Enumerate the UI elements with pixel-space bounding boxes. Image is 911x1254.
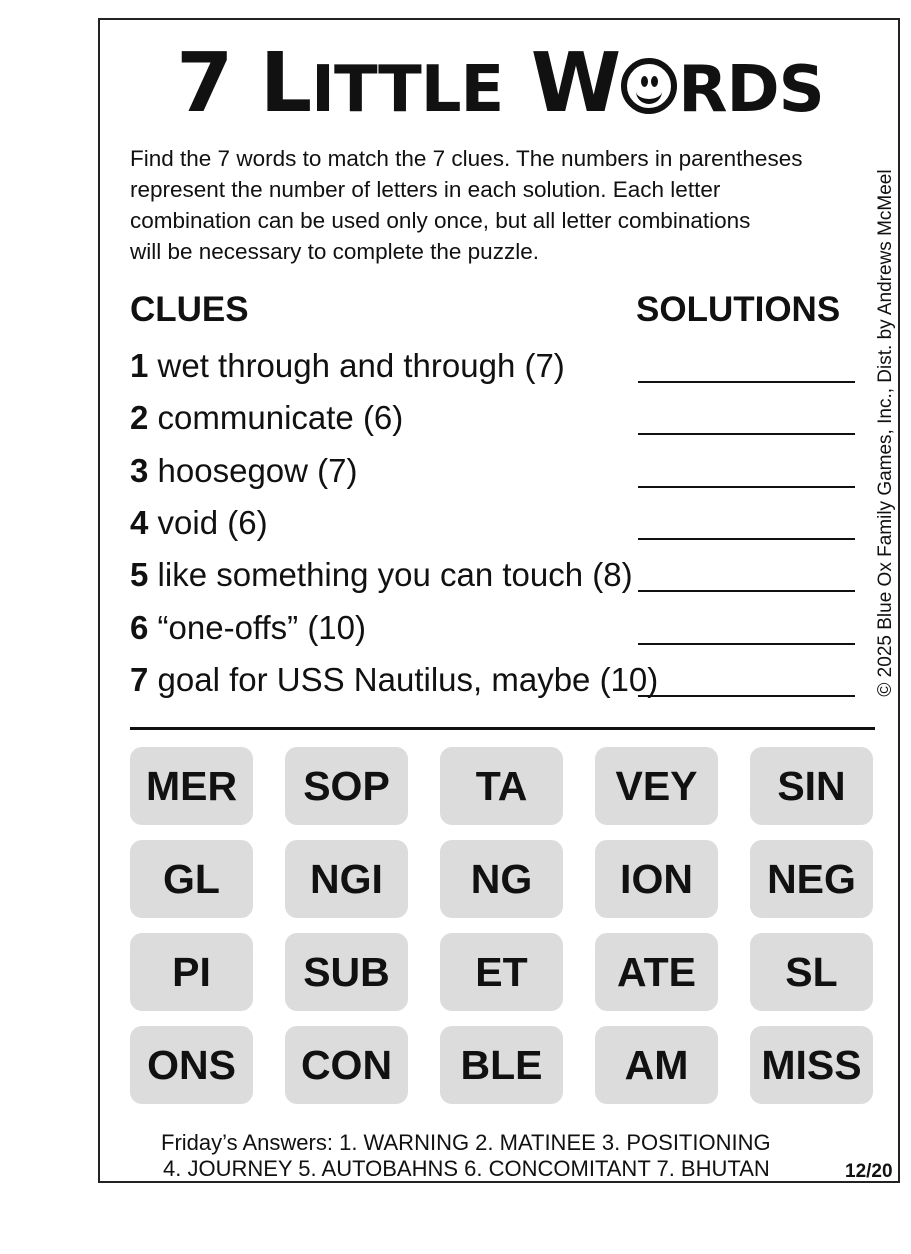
letter-tile[interactable]: PI [130, 933, 253, 1011]
clue-number: 5 [130, 556, 149, 594]
answers-line-1: Friday’s Answers: 1. WARNING 2. MATINEE … [161, 1130, 771, 1155]
letter-tile[interactable]: NG [440, 840, 563, 918]
puzzle-date: 12/20 [845, 1161, 893, 1182]
clues-header: CLUES [130, 290, 249, 329]
letter-tile[interactable]: TA [440, 747, 563, 825]
clue-text: goal for USS Nautilus, maybe (10) [148, 660, 659, 698]
clue-4: 4 void (6) [130, 503, 268, 543]
clue-number: 2 [130, 399, 149, 437]
puzzle-title: 7 LITTLE W RDS [176, 36, 824, 131]
instructions: Find the 7 words to match the 7 clues. T… [130, 146, 803, 264]
letter-tile[interactable]: SOP [285, 747, 408, 825]
letter-tile[interactable]: BLE [440, 1026, 563, 1104]
clue-text: like something you can touch (8) [148, 556, 633, 594]
clue-number: 1 [130, 347, 149, 384]
letter-tile[interactable]: CON [285, 1026, 408, 1104]
divider [130, 727, 875, 730]
letter-tile[interactable]: ONS [130, 1026, 253, 1104]
letter-tile[interactable]: MER [130, 747, 253, 825]
copyright-credit: © 2025 Blue Ox Family Games, Inc., Dist.… [875, 169, 896, 697]
letter-tile[interactable]: GL [130, 840, 253, 918]
clue-7: 7 goal for USS Nautilus, maybe (10) [130, 660, 658, 700]
letter-tile[interactable]: ION [595, 840, 718, 918]
letter-tile[interactable]: ET [440, 933, 563, 1011]
letter-tile[interactable]: MISS [750, 1026, 873, 1104]
letter-tile[interactable]: NEG [750, 840, 873, 918]
clue-number: 6 [130, 608, 149, 646]
letter-tile[interactable]: ATE [595, 933, 718, 1011]
clue-number: 4 [130, 503, 149, 541]
letter-tile[interactable]: SIN [750, 747, 873, 825]
clue-text: communicate (6) [148, 399, 404, 437]
solution-blank-6[interactable] [638, 642, 855, 645]
solution-blank-7[interactable] [638, 694, 855, 697]
letter-tile[interactable]: AM [595, 1026, 718, 1104]
smiley-face-icon [621, 58, 678, 114]
solution-blank-1[interactable] [638, 381, 855, 383]
clue-6: 6 “one-offs” (10) [130, 608, 366, 648]
clue-text: “one-offs” (10) [148, 608, 367, 646]
clue-text: hoosegow (7) [148, 451, 358, 489]
solution-blank-4[interactable] [638, 537, 855, 540]
solution-blank-2[interactable] [638, 433, 855, 436]
letter-tile[interactable]: SL [750, 933, 873, 1011]
clue-number: 3 [130, 451, 149, 489]
answers-line-2: 4. JOURNEY 5. AUTOBAHNS 6. CONCOMITANT 7… [163, 1156, 770, 1181]
letter-tile[interactable]: VEY [595, 747, 718, 825]
clue-5: 5 like something you can touch (8) [130, 555, 633, 595]
clue-3: 3 hoosegow (7) [130, 451, 357, 491]
clue-2: 2 communicate (6) [130, 398, 403, 438]
solution-blank-5[interactable] [638, 590, 855, 593]
puzzle-frame [98, 18, 900, 1183]
solution-blank-3[interactable] [638, 485, 855, 488]
clue-number: 7 [130, 660, 149, 698]
letter-tile[interactable]: SUB [285, 933, 408, 1011]
clue-text: wet through and through (7) [148, 347, 565, 384]
clue-text: void (6) [148, 503, 268, 541]
letter-tile[interactable]: NGI [285, 840, 408, 918]
clue-1: 1 wet through and through (7) [130, 346, 565, 386]
solutions-header: SOLUTIONS [636, 290, 841, 329]
